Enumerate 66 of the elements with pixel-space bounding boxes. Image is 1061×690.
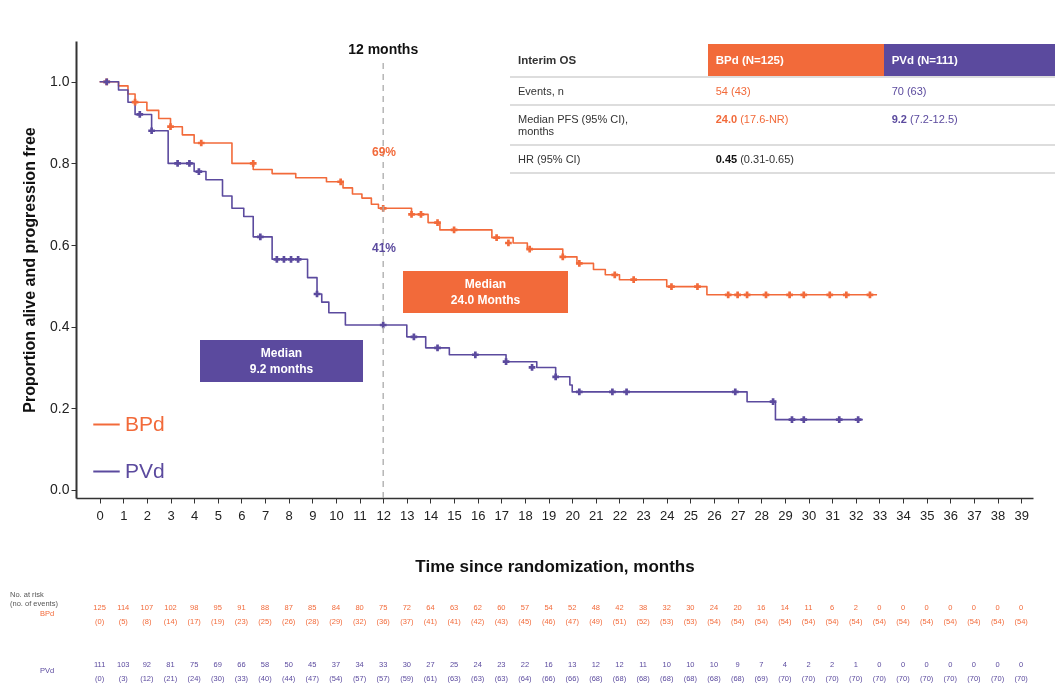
y-tick-label: 0.2 <box>50 399 70 416</box>
x-tick-label: 1 <box>120 507 128 523</box>
y-tick-label: 0.4 <box>50 318 70 335</box>
x-tick-label: 33 <box>872 507 888 523</box>
annotation: 9.2 (7.2-12.5) <box>883 105 1055 145</box>
annotation: HR (95% CI) <box>510 145 708 173</box>
y-axis-title: Proportion alive and progression free <box>21 127 39 413</box>
x-tick-label: 18 <box>518 507 533 523</box>
x-tick-label: 13 <box>400 507 415 523</box>
x-tick-label: 8 <box>285 507 293 523</box>
x-tick-label: 30 <box>801 507 817 523</box>
annotation: PVd (N=111) <box>883 44 1055 77</box>
x-tick-label: 17 <box>494 507 510 523</box>
x-tick-label: 21 <box>589 507 604 523</box>
x-tick-label: 28 <box>754 507 769 523</box>
x-tick-label: 26 <box>707 507 722 523</box>
x-tick-label: 10 <box>329 507 344 523</box>
annotation: 24.0 (17.6-NR) <box>707 105 884 145</box>
x-tick-label: 36 <box>943 507 959 523</box>
x-tick-label: 38 <box>990 507 1006 523</box>
x-tick-label: 39 <box>1014 507 1029 523</box>
x-tick-label: 14 <box>423 507 439 523</box>
x-tick-label: 9 <box>309 507 317 523</box>
ref-line-label: 12 months <box>348 41 419 57</box>
y-tick-label: 0.8 <box>50 154 70 171</box>
x-tick-label: 0 <box>96 507 104 523</box>
x-tick-label: 11 <box>353 507 367 523</box>
annotation: BPd (N=125) <box>707 44 884 77</box>
label-box: Median 9.2 months <box>200 340 363 382</box>
x-tick-label: 37 <box>967 507 982 523</box>
x-tick-label: 32 <box>849 507 864 523</box>
x-tick-label: 5 <box>214 507 222 523</box>
x-tick-label: 19 <box>541 507 557 523</box>
y-tick-label: 1.0 <box>50 73 70 90</box>
annotation: Median PFS (95% CI), months <box>510 105 708 145</box>
annotation: Interim OS <box>510 44 708 77</box>
x-tick-label: 3 <box>167 507 175 523</box>
x-tick-label: 35 <box>919 507 935 523</box>
x-tick-label: 31 <box>825 507 840 523</box>
x-tick-label: 27 <box>730 507 746 523</box>
annotation: 54 (43) <box>707 77 884 105</box>
legend-label: BPd <box>125 411 165 435</box>
x-tick-label: 29 <box>778 507 793 523</box>
y-tick-label: 0.6 <box>50 236 70 253</box>
annotation: Events, n <box>510 77 708 105</box>
x-tick-label: 6 <box>238 507 246 523</box>
annotation: 0.45 (0.31-0.65) <box>707 145 884 173</box>
x-axis-title: Time since randomization, months <box>415 556 695 576</box>
x-tick-label: 22 <box>612 507 628 523</box>
x-tick-label: 15 <box>447 507 462 523</box>
x-tick-label: 2 <box>143 507 152 523</box>
x-tick-label: 20 <box>565 507 580 523</box>
x-tick-label: 23 <box>636 507 651 523</box>
x-tick-label: 4 <box>191 507 199 523</box>
label-box: Median 24.0 Months <box>403 271 568 313</box>
x-tick-label: 12 <box>376 507 391 523</box>
x-tick-label: 34 <box>896 507 911 523</box>
y-tick-label: 0.0 <box>50 481 70 498</box>
annotation: 70 (63) <box>883 77 1055 105</box>
x-tick-label: 16 <box>470 507 486 523</box>
legend-label: PVd <box>125 458 165 482</box>
x-tick-label: 7 <box>261 507 270 523</box>
annotation: 69% <box>372 145 397 159</box>
annotation: 41% <box>372 241 397 255</box>
x-tick-label: 24 <box>660 507 675 523</box>
x-tick-label: 25 <box>683 507 699 523</box>
